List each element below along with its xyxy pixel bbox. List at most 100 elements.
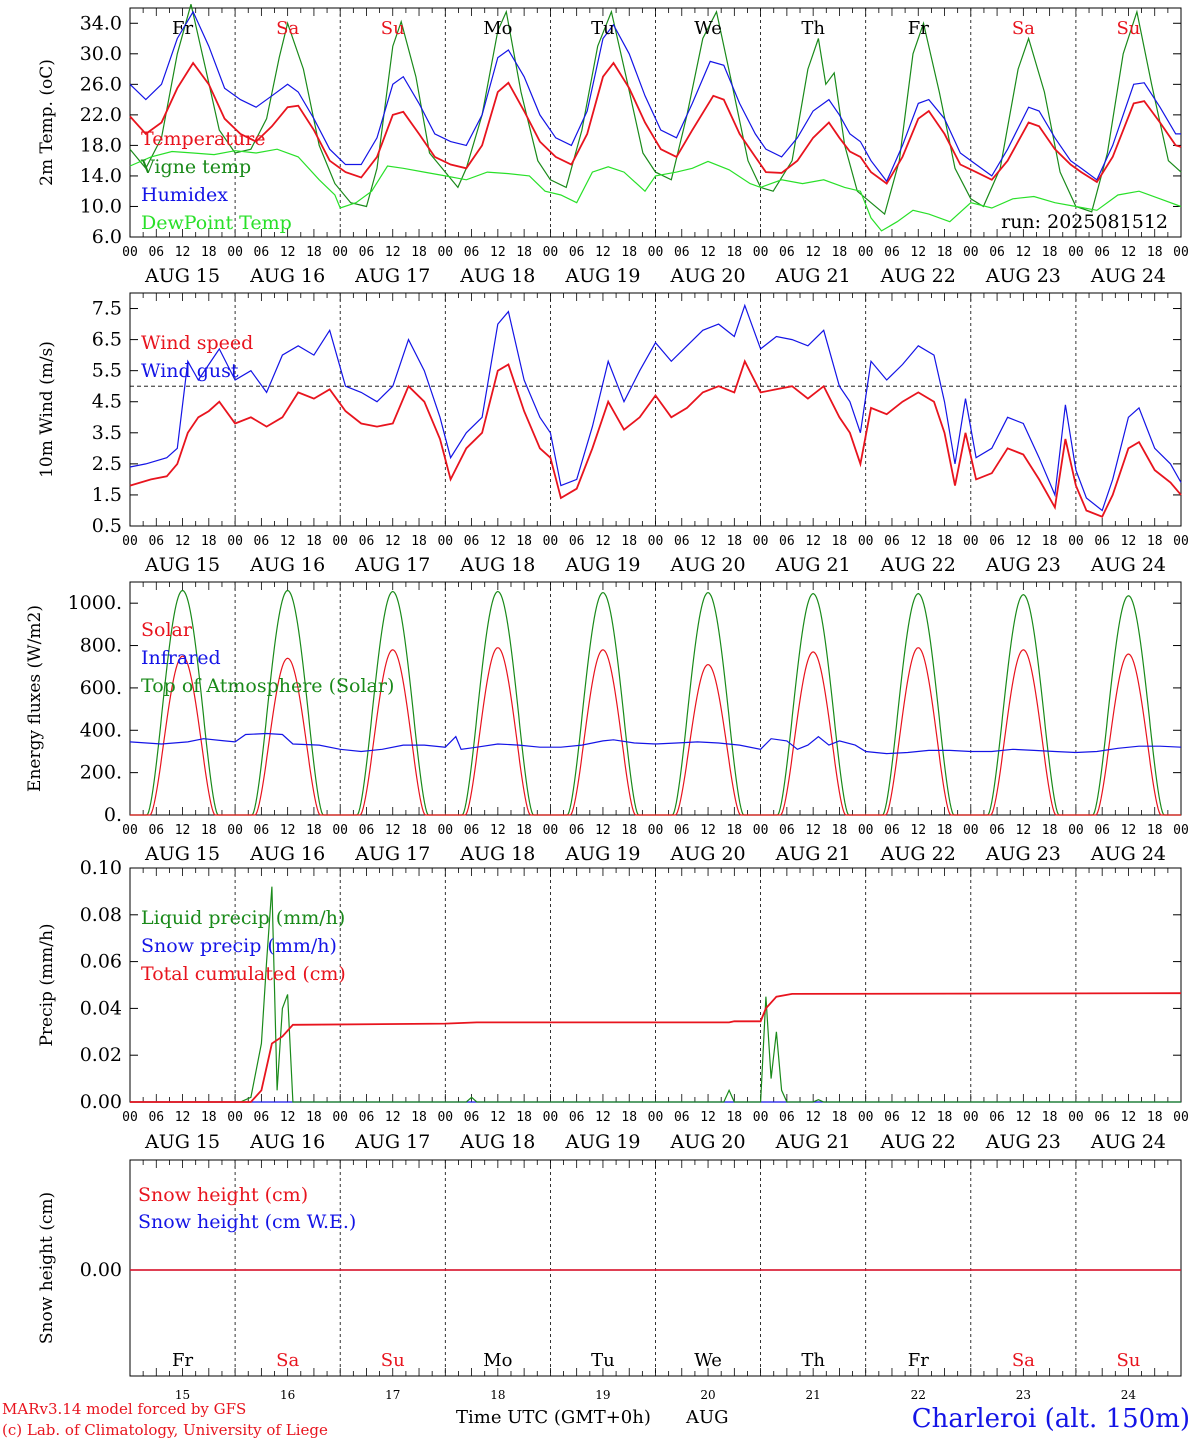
hour-label: 06 [254, 245, 270, 260]
hour-label: 06 [989, 245, 1005, 260]
hour-label: 18 [621, 245, 637, 260]
y-tick-label: 800. [80, 635, 122, 657]
y-tick-label: 6.0 [92, 226, 122, 248]
hour-label: 06 [569, 534, 585, 549]
hour-label: 00 [963, 1110, 979, 1125]
y-tick-label: 0.04 [80, 997, 122, 1019]
date-label: AUG 17 [354, 1131, 430, 1153]
date-label: AUG 21 [775, 1131, 851, 1153]
hour-label: 00 [437, 245, 453, 260]
hour-label: 06 [359, 1110, 375, 1125]
y-tick-label: 0.08 [80, 904, 122, 926]
hour-label: 12 [595, 245, 611, 260]
series-wind-speed [129, 358, 1182, 518]
legend-entry: Solar [141, 619, 193, 641]
panel-2: 0.5 1.5 2.5 3.5 4.5 5.5 6.5 7.5 10m Wind (m/s) Wi… [37, 292, 1182, 537]
hour-label: 18 [201, 534, 217, 549]
y-tick-label: 26.0 [80, 73, 122, 95]
y-tick-label: 3.5 [92, 422, 122, 444]
legend-entry: Snow height (cm W.E.) [138, 1211, 356, 1233]
y-tick-label: 1.5 [92, 484, 122, 506]
hour-label: 12 [490, 823, 506, 838]
hour-label: 18 [1147, 1110, 1163, 1125]
y-tick-label: 0. [104, 804, 122, 826]
panel-3: 0. 200. 400. 600. 800. 1000. Energy fluxes (W/… [25, 581, 1182, 826]
y-tick-label: 30.0 [80, 43, 122, 65]
weekday-label: Mo [483, 18, 512, 39]
hour-label: 18 [306, 1110, 322, 1125]
date-label: AUG 18 [459, 1131, 535, 1153]
date-label: AUG 21 [775, 265, 851, 287]
hour-label: 12 [280, 1110, 296, 1125]
hour-label: 00 [227, 534, 243, 549]
date-label: AUG 16 [249, 843, 325, 865]
hour-label: 12 [1016, 245, 1032, 260]
hour-label: 18 [201, 1110, 217, 1125]
hour-label: 06 [464, 245, 480, 260]
lab-credit: (c) Lab. of Climatology, University of L… [2, 1421, 328, 1439]
y-tick-label: 18.0 [80, 134, 122, 156]
weekday-label: Sa [276, 18, 299, 39]
hour-label: 18 [1042, 534, 1058, 549]
hour-label: 00 [1068, 823, 1084, 838]
hour-label: 06 [884, 245, 900, 260]
day-number: 23 [1016, 1388, 1031, 1402]
model-credit: MARv3.14 model forced by GFS [2, 1400, 246, 1418]
hour-label: 00 [437, 823, 453, 838]
hour-label: 00 [753, 534, 769, 549]
hour-label: 00 [332, 1110, 348, 1125]
hour-label: 06 [884, 823, 900, 838]
hour-label: 06 [569, 1110, 585, 1125]
series-temperature [129, 61, 1182, 185]
hour-label: 18 [1147, 245, 1163, 260]
legend-entry: Top of Atmosphere (Solar) [141, 675, 394, 697]
hour-label: 00 [332, 823, 348, 838]
day-number: 18 [490, 1388, 505, 1402]
date-label: AUG 17 [354, 554, 430, 576]
hour-label: 00 [963, 823, 979, 838]
date-label: AUG 17 [354, 265, 430, 287]
hour-label: 18 [516, 245, 532, 260]
hour-label: 18 [937, 1110, 953, 1125]
date-label: AUG 19 [564, 265, 640, 287]
date-label: AUG 15 [144, 265, 220, 287]
hour-label: 12 [700, 534, 716, 549]
hour-label: 18 [1147, 823, 1163, 838]
hour-label: 18 [1147, 534, 1163, 549]
date-label: AUG 20 [669, 554, 745, 576]
hour-label: 00 [753, 1110, 769, 1125]
hour-label: 06 [148, 534, 164, 549]
x-axis-4: 00 06 12 18 AUG 15 00 06 12 18 AUG 16 00 06 12 18 AUG … [122, 1110, 1189, 1153]
hour-label: 12 [1016, 823, 1032, 838]
weekday-label: Sa [1012, 18, 1035, 39]
hour-label: 12 [175, 823, 191, 838]
hour-label: 06 [674, 534, 690, 549]
hour-label: 00 [543, 534, 559, 549]
hour-label: 06 [779, 1110, 795, 1125]
hour-label: 18 [306, 245, 322, 260]
date-label: AUG 22 [880, 843, 956, 865]
date-label: AUG 15 [144, 554, 220, 576]
hour-label: 06 [674, 245, 690, 260]
y-tick-label: 10.0 [80, 195, 122, 217]
hour-label: 00 [122, 823, 138, 838]
x-axis-2: 00 06 12 18 AUG 15 00 06 12 18 AUG 16 00 06 12 18 AUG … [122, 534, 1189, 576]
hour-label: 06 [884, 534, 900, 549]
hour-label: 12 [595, 1110, 611, 1125]
legend-entry: Liquid precip (mm/h) [141, 907, 345, 929]
hour-label: 12 [910, 534, 926, 549]
y-tick-label: 200. [80, 762, 122, 784]
date-label: AUG 23 [985, 265, 1061, 287]
hour-label: 00 [858, 245, 874, 260]
y-tick-label: 0.00 [80, 1259, 122, 1281]
hour-label: 18 [1042, 823, 1058, 838]
date-label: AUG 21 [775, 843, 851, 865]
hour-label: 06 [989, 823, 1005, 838]
hour-label: 00 [332, 245, 348, 260]
date-label: AUG 16 [249, 554, 325, 576]
hour-label: 12 [805, 823, 821, 838]
hour-label: 00 [227, 1110, 243, 1125]
hour-label: 00 [227, 245, 243, 260]
hour-label: 12 [385, 823, 401, 838]
x-axis-title: Time UTC (GMT+0h) [456, 1407, 651, 1428]
